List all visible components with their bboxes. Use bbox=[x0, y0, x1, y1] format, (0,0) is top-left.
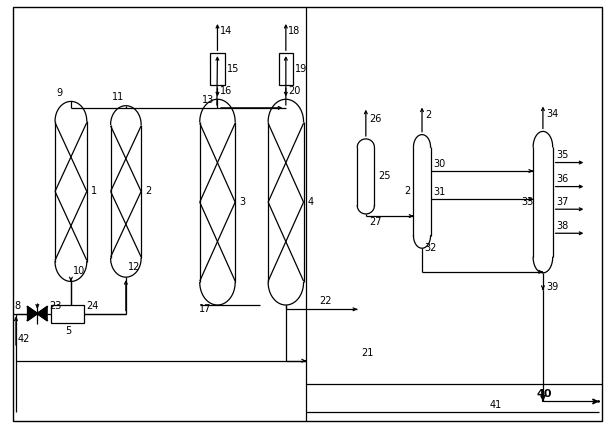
Text: 39: 39 bbox=[546, 282, 558, 292]
Text: 17: 17 bbox=[199, 304, 212, 314]
Text: 12: 12 bbox=[129, 262, 141, 272]
Text: 2: 2 bbox=[405, 187, 411, 197]
Text: 22: 22 bbox=[319, 296, 332, 306]
Text: 32: 32 bbox=[425, 243, 437, 252]
Text: 30: 30 bbox=[433, 159, 446, 169]
Text: 38: 38 bbox=[556, 221, 569, 231]
Bar bbox=[51, 304, 84, 322]
Text: 2: 2 bbox=[425, 110, 431, 120]
Text: 31: 31 bbox=[433, 187, 446, 197]
Polygon shape bbox=[28, 307, 37, 320]
Text: 33: 33 bbox=[521, 197, 533, 207]
Text: 11: 11 bbox=[113, 92, 125, 102]
Text: 18: 18 bbox=[288, 26, 300, 36]
Text: 41: 41 bbox=[489, 400, 501, 410]
Text: 23: 23 bbox=[49, 301, 61, 311]
Text: 19: 19 bbox=[295, 64, 307, 74]
Text: 16: 16 bbox=[220, 86, 232, 96]
Text: 26: 26 bbox=[369, 114, 381, 124]
Text: 25: 25 bbox=[378, 172, 390, 181]
Text: 15: 15 bbox=[226, 64, 239, 74]
Text: 4: 4 bbox=[308, 197, 314, 207]
Text: 8: 8 bbox=[14, 301, 20, 311]
Text: 21: 21 bbox=[361, 348, 373, 358]
Text: 14: 14 bbox=[220, 26, 232, 36]
Bar bbox=[278, 53, 293, 85]
Text: 13: 13 bbox=[202, 95, 214, 105]
Text: 24: 24 bbox=[86, 301, 99, 311]
Text: 34: 34 bbox=[546, 108, 558, 119]
Polygon shape bbox=[37, 307, 47, 320]
Text: 10: 10 bbox=[73, 266, 86, 276]
Text: 2: 2 bbox=[146, 187, 152, 197]
Text: 9: 9 bbox=[57, 88, 63, 98]
Text: 35: 35 bbox=[556, 150, 569, 160]
Text: 1: 1 bbox=[91, 187, 97, 197]
Text: 27: 27 bbox=[369, 217, 381, 227]
Text: 37: 37 bbox=[556, 197, 569, 207]
Text: 20: 20 bbox=[288, 86, 300, 96]
Text: 42: 42 bbox=[18, 334, 30, 344]
Text: 36: 36 bbox=[556, 175, 569, 184]
Text: 3: 3 bbox=[239, 197, 245, 207]
Text: 40: 40 bbox=[537, 389, 552, 399]
Text: 5: 5 bbox=[65, 326, 71, 335]
Bar bbox=[210, 53, 225, 85]
